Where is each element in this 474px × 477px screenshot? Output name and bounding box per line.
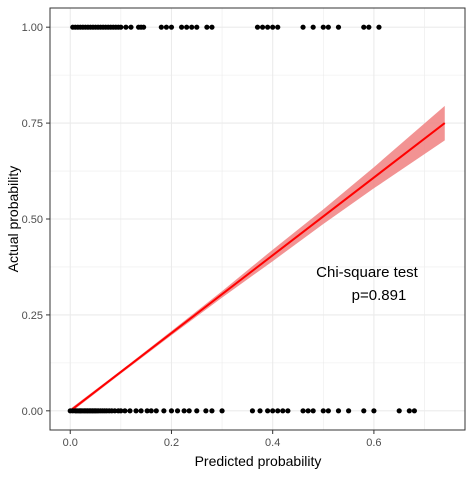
data-point <box>320 408 326 414</box>
data-point <box>141 24 147 30</box>
data-point <box>118 24 124 30</box>
data-point <box>194 408 200 414</box>
data-point <box>186 408 192 414</box>
data-point <box>346 408 352 414</box>
data-point <box>371 408 377 414</box>
data-point <box>178 24 185 30</box>
grid <box>50 8 465 430</box>
data-point <box>305 408 311 414</box>
data-point <box>396 408 402 414</box>
y-tick-label: 1.00 <box>22 22 43 34</box>
data-point <box>189 24 195 30</box>
x-axis: 0.0 0.2 0.4 0.6 <box>63 430 382 449</box>
x-axis-title: Predicted probability <box>195 453 322 469</box>
fit-line <box>69 122 446 412</box>
data-point <box>376 24 382 30</box>
data-point <box>320 24 326 30</box>
data-point <box>203 408 209 414</box>
x-tick-label: 0.4 <box>265 437 280 449</box>
data-point <box>275 24 281 30</box>
x-tick-label: 0.2 <box>164 437 179 449</box>
data-point <box>300 24 306 30</box>
data-point <box>219 408 225 414</box>
y-tick-label: 0.25 <box>22 310 43 322</box>
data-point <box>335 408 342 414</box>
data-point <box>366 24 372 30</box>
data-point <box>161 408 167 414</box>
data-point <box>122 408 128 414</box>
data-point <box>168 24 175 30</box>
data-point <box>184 24 190 30</box>
chi-square-label: Chi-square test <box>316 264 419 281</box>
data-point <box>361 408 367 414</box>
data-point <box>265 408 271 414</box>
data-point <box>118 408 124 414</box>
data-point <box>270 24 276 30</box>
data-point <box>259 24 266 30</box>
data-point <box>300 408 306 414</box>
p-value-label: p=0.891 <box>352 287 407 304</box>
x-tick-label: 0.0 <box>63 437 78 449</box>
data-point <box>127 408 133 414</box>
y-tick-label: 0.75 <box>22 118 43 130</box>
data-point <box>411 408 417 414</box>
data-point <box>257 408 263 414</box>
x-tick-label: 0.6 <box>366 437 381 449</box>
y-axis: 0.00 0.25 0.50 0.75 1.00 <box>22 22 50 418</box>
data-point <box>249 408 256 414</box>
data-point <box>406 408 412 414</box>
data-point <box>168 408 175 414</box>
data-point <box>285 408 291 414</box>
data-point <box>270 408 276 414</box>
fit-line-layer <box>69 122 446 412</box>
data-point <box>158 24 164 30</box>
data-point <box>204 24 210 30</box>
data-point <box>275 408 281 414</box>
data-point <box>335 24 342 30</box>
data-point <box>123 24 129 30</box>
y-tick-label: 0.00 <box>22 406 43 418</box>
data-point <box>153 408 159 414</box>
y-tick-label: 0.50 <box>22 214 43 226</box>
data-point <box>148 408 154 414</box>
data-point <box>144 408 150 414</box>
data-point <box>361 24 367 30</box>
data-point <box>310 24 316 30</box>
data-point <box>325 24 331 30</box>
data-point <box>265 24 271 30</box>
data-point <box>209 408 215 414</box>
data-point <box>254 24 261 30</box>
data-point <box>133 408 139 414</box>
data-point <box>181 408 187 414</box>
data-point <box>163 24 169 30</box>
data-point <box>174 408 181 414</box>
data-point <box>280 408 286 414</box>
data-point <box>128 24 134 30</box>
data-point <box>138 408 144 414</box>
y-axis-title: Actual probability <box>5 166 21 273</box>
data-point <box>194 24 200 30</box>
points-layer <box>67 24 417 414</box>
data-point <box>325 408 331 414</box>
data-point <box>310 408 316 414</box>
data-point <box>209 24 215 30</box>
